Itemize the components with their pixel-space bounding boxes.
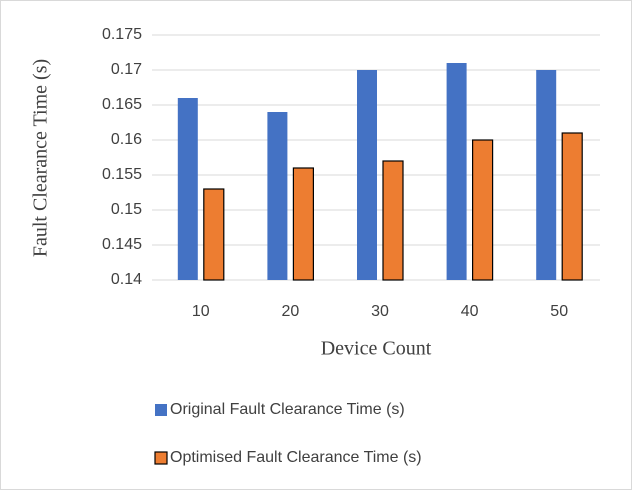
y-tick-label: 0.155 [102, 166, 142, 183]
bar [292, 167, 314, 281]
y-tick-label: 0.145 [102, 236, 142, 253]
y-tick-label: 0.175 [102, 26, 142, 43]
x-tick-label: 50 [550, 303, 568, 320]
legend-swatch [155, 404, 167, 416]
bar [357, 70, 377, 280]
y-tick-label: 0.165 [102, 96, 142, 113]
bar [267, 112, 288, 280]
bar [382, 160, 404, 281]
legend-label: Optimised Fault Clearance Time (s) [170, 449, 422, 466]
x-tick-label: 10 [192, 303, 210, 320]
bar [561, 132, 583, 281]
legend-label: Original Fault Clearance Time (s) [170, 401, 405, 418]
x-tick-label: 20 [282, 303, 300, 320]
bar [446, 63, 467, 280]
x-tick-label: 30 [371, 303, 389, 320]
x-axis-label: Device Count [321, 338, 432, 360]
y-tick-label: 0.17 [111, 61, 142, 78]
y-tick-label: 0.15 [111, 201, 142, 218]
bar [536, 70, 557, 280]
legend-swatch [154, 451, 168, 465]
y-tick-label: 0.14 [111, 271, 142, 288]
bar [472, 139, 494, 281]
y-axis-label: Fault Clearance Time (s) [30, 59, 52, 257]
y-tick-label: 0.16 [111, 131, 142, 148]
x-tick-label: 40 [461, 303, 479, 320]
bar [177, 98, 198, 280]
bar [203, 188, 225, 281]
